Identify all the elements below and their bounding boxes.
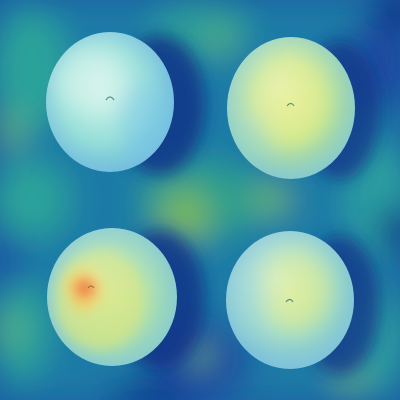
pill-top-left [46,32,174,172]
pill-bottom-right [226,231,354,369]
pill-score-mark [285,298,294,303]
pill-score-mark [286,102,295,107]
pill-bottom-left [47,228,177,366]
pill-score-mark [105,96,115,101]
pill-top-right [227,37,355,179]
pill-score-mark [87,285,95,289]
